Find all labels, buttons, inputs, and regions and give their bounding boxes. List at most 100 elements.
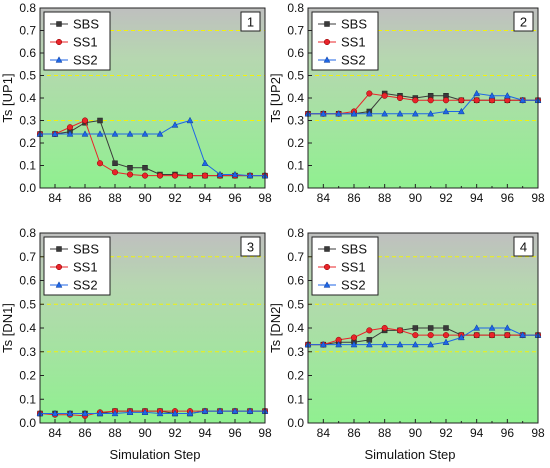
panel-number: 1	[247, 15, 254, 30]
data-point-ss1	[381, 324, 388, 332]
legend-label-ss2: SS2	[341, 53, 366, 68]
y-axis-label: Ts [DN1]	[0, 303, 15, 353]
legend-marker-ss2	[323, 56, 331, 63]
data-point-sbs	[112, 160, 118, 166]
series-line-ss1	[308, 92, 538, 115]
y-tick-label: 0.2	[287, 369, 304, 383]
data-point-ss2	[246, 171, 254, 179]
data-point-ss1	[396, 327, 404, 334]
data-point-ss2	[442, 107, 450, 115]
data-point-ss2	[66, 409, 74, 417]
x-tick-label: 88	[108, 426, 122, 440]
data-point-ss2	[365, 340, 373, 348]
data-point-ss2	[457, 333, 465, 341]
legend-label-ss2: SS2	[341, 278, 366, 293]
data-point-ss2	[81, 130, 89, 137]
x-tick-label: 96	[228, 191, 242, 205]
data-point-ss2	[519, 331, 527, 338]
y-tick-label: 0.0	[19, 416, 36, 430]
series-line-ss2	[40, 410, 265, 414]
panel-number-box	[513, 236, 534, 257]
data-point-ss2	[111, 409, 119, 417]
data-point-ss2	[201, 407, 209, 414]
legend-label-ss2: SS2	[73, 278, 98, 293]
y-tick-label: 0.0	[287, 416, 304, 430]
x-tick-label: 88	[378, 426, 392, 440]
data-point-ss2	[126, 130, 134, 137]
y-tick-label: 0.1	[287, 392, 304, 406]
series-line-ss1	[308, 327, 538, 346]
x-tick-label: 92	[439, 426, 453, 440]
y-tick-label: 0.5	[19, 69, 36, 83]
x-tick-label: 94	[198, 426, 212, 440]
data-point-ss2	[51, 409, 59, 417]
data-point-ss2	[335, 340, 343, 348]
data-point-ss1	[66, 124, 74, 131]
data-point-ss1	[473, 332, 480, 339]
legend-marker-ss2	[55, 281, 63, 288]
data-point-ss2	[51, 130, 59, 137]
data-point-ss1	[381, 92, 388, 99]
x-tick-label: 92	[439, 191, 453, 205]
data-point-ss1	[427, 332, 434, 339]
y-tick-label: 0.5	[287, 69, 304, 83]
data-point-ss1	[201, 172, 209, 179]
x-tick-label: 90	[138, 191, 152, 205]
panel-1: 84 86 88 90 92 94 96 98 0.0 0.1 0.2 0.3 0.4 0.5 0.6 0.7…	[0, 1, 272, 205]
x-tick-label: 84	[48, 191, 62, 205]
legend-label-ss1: SS1	[73, 260, 98, 275]
data-point-ss2	[519, 96, 527, 103]
data-point-ss2	[503, 92, 511, 99]
data-point-sbs	[127, 165, 133, 171]
panel-2: 84 86 88 90 92 94 96 98 0.0 0.1 0.2 0.3 0.4 0.5 0.6 0.7…	[268, 1, 545, 205]
panel-number-box	[240, 11, 261, 32]
panel-3: 84 86 88 90 92 94 96 98 0.0 0.1 0.2 0.3 0.4 0.5 0.6 0.7…	[0, 226, 272, 440]
x-tick-label: 90	[409, 426, 423, 440]
data-point-sbs	[427, 325, 434, 331]
data-point-sbs	[412, 325, 419, 331]
series-line-ss1	[40, 119, 265, 177]
data-point-ss2	[442, 338, 450, 345]
legend-marker-sbs	[324, 21, 330, 27]
data-point-ss2	[81, 409, 89, 417]
x-axis-label-left: Simulation Step	[109, 447, 200, 462]
data-point-ss2	[488, 324, 496, 331]
x-tick-label: 96	[501, 191, 515, 205]
data-point-ss1	[458, 97, 465, 104]
data-point-ss2	[141, 408, 149, 415]
y-tick-label: 0.3	[19, 114, 36, 128]
data-point-ss2	[96, 409, 104, 417]
panel-number: 3	[247, 240, 254, 255]
y-tick-label: 0.6	[19, 46, 36, 60]
y-tick-label: 0.8	[287, 226, 304, 240]
y-tick-label: 0.7	[287, 250, 304, 264]
data-point-ss1	[350, 334, 358, 341]
y-tick-label: 0.8	[19, 226, 36, 240]
data-point-ss2	[365, 110, 373, 117]
panel-number-box	[513, 11, 534, 32]
series-line-ss2	[308, 92, 538, 115]
data-point-ss1	[488, 332, 496, 339]
x-tick-label: 92	[168, 426, 182, 440]
x-tick-label: 86	[78, 191, 92, 205]
y-tick-label: 0.1	[287, 159, 304, 173]
y-tick-label: 0.4	[287, 91, 304, 105]
data-point-ss1	[111, 169, 119, 176]
data-point-ss2	[488, 92, 496, 99]
data-point-ss2	[186, 116, 194, 124]
data-point-ss2	[231, 407, 239, 414]
legend-label-sbs: SBS	[73, 17, 99, 32]
y-tick-label: 0.8	[19, 1, 36, 15]
legend-label-sbs: SBS	[341, 242, 367, 257]
data-point-ss1	[396, 94, 404, 102]
data-point-ss2	[503, 324, 511, 331]
data-point-ss2	[319, 340, 327, 348]
data-point-ss2	[96, 130, 104, 137]
y-tick-label: 0.4	[19, 91, 36, 105]
x-tick-label: 84	[317, 426, 331, 440]
data-point-ss1	[442, 332, 450, 339]
data-point-ss2	[201, 159, 209, 166]
x-tick-label: 98	[258, 426, 272, 440]
data-point-ss1	[186, 172, 194, 179]
